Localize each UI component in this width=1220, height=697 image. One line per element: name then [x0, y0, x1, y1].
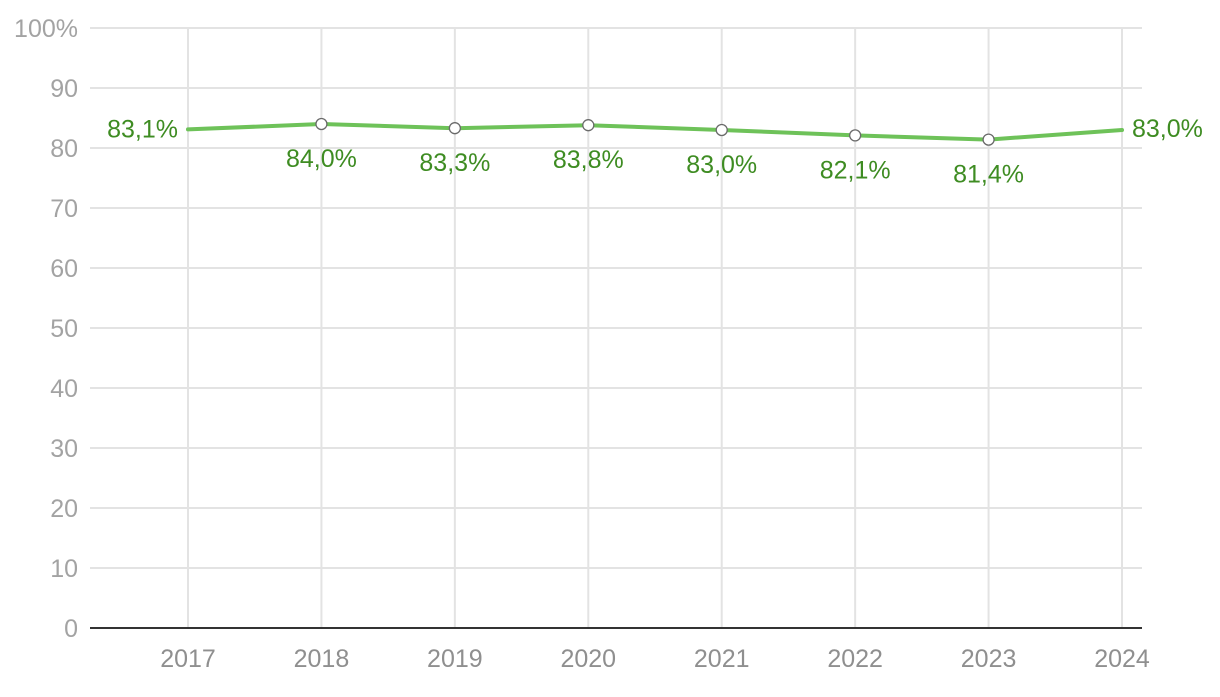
x-tick-label: 2020 [560, 645, 616, 673]
data-point [849, 129, 862, 142]
data-point [315, 117, 328, 131]
data-point [582, 119, 595, 132]
y-axis-ticks: 0 10 20 30 40 50 60 70 80 90 100% [14, 15, 78, 643]
x-tick-label: 2018 [294, 645, 350, 673]
x-tick-label: 2024 [1094, 645, 1150, 673]
data-label: 84,0% [286, 145, 357, 173]
data-label: 83,0% [686, 151, 757, 179]
x-tick-label: 2022 [827, 645, 883, 673]
y-tick-label: 50 [50, 315, 78, 343]
x-tick-label: 2023 [961, 645, 1017, 673]
x-tick-label: 2021 [694, 645, 750, 673]
y-tick-label: 40 [50, 375, 78, 403]
data-point [715, 123, 728, 137]
data-label: 82,1% [820, 156, 891, 184]
data-point [982, 133, 995, 146]
y-tick-label: 90 [50, 75, 78, 103]
data-label: 83,8% [553, 146, 624, 174]
x-tick-label: 2019 [427, 645, 483, 673]
y-tick-label: 70 [50, 195, 78, 223]
x-axis-ticks: 2017 2018 2019 2020 2021 2022 2023 2024 [160, 645, 1150, 673]
series-line [186, 122, 1125, 142]
y-tick-label: 20 [50, 495, 78, 523]
y-tick-label: 60 [50, 255, 78, 283]
data-label: 81,4% [953, 161, 1024, 189]
data-label: 83,0% [1132, 115, 1203, 143]
data-point [448, 122, 462, 135]
x-tick-label: 2017 [160, 645, 216, 673]
series-layer [186, 117, 1125, 146]
data-labels: 83,1% 84,0% 83,3% 83,8% 83,0% 82,1% 81,4% 83,0% [107, 115, 1203, 189]
grid-layer [90, 27, 1142, 628]
y-tick-label: 10 [50, 555, 78, 583]
data-label: 83,3% [419, 149, 490, 177]
y-tick-label: 30 [50, 435, 78, 463]
y-tick-label: 100% [14, 15, 78, 43]
y-tick-label: 80 [50, 135, 78, 163]
data-label: 83,1% [107, 115, 178, 143]
y-tick-label: 0 [64, 615, 78, 643]
